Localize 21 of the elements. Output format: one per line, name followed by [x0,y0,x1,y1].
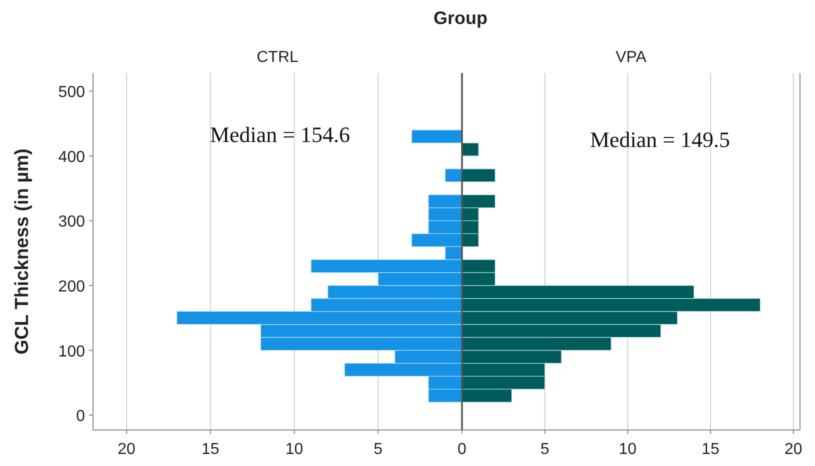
x-tick-label: 10 [618,441,637,458]
chart-title: Group [434,8,488,28]
annotation: Median = 154.6 [210,122,350,147]
chart-subtitle: VPA [616,49,647,66]
x-tick-label: 15 [702,441,720,458]
x-tick-label: 5 [540,441,550,458]
annotation: Median = 149.5 [590,127,730,152]
y-tick-label: 100 [58,343,86,360]
y-tick-label: 300 [58,214,86,231]
chart-subtitle: CTRL [256,49,298,66]
x-tick-label: 5 [374,441,383,458]
y-tick-label: 0 [76,408,86,426]
x-tick-label: 10 [285,441,304,458]
y-tick-label: 500 [58,84,86,102]
y-tick-label: 200 [58,278,86,296]
y-axis-title: GCL Thickness (in µm) [12,148,33,354]
y-tick-label: 400 [58,148,86,166]
x-tick-label: 20 [118,441,136,458]
x-tick-label: 20 [784,441,802,458]
x-tick-label: 0 [458,441,467,458]
x-tick-label: 15 [202,441,220,458]
